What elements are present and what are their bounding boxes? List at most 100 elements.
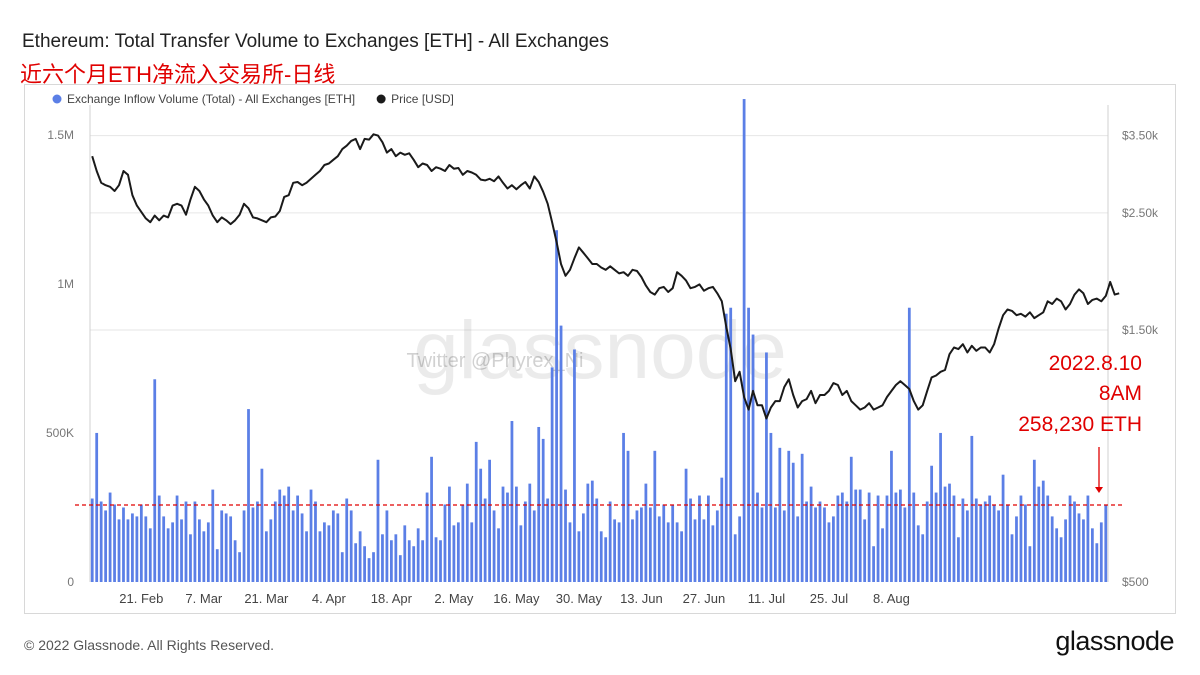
bar (108, 492, 112, 582)
bar (680, 531, 683, 582)
bar (1077, 513, 1081, 582)
bar (501, 486, 505, 582)
bar (1015, 516, 1018, 582)
bar (836, 495, 840, 582)
bar (229, 516, 233, 582)
bar (997, 510, 1000, 582)
bar (95, 432, 99, 582)
bar (564, 489, 567, 582)
bar (707, 495, 710, 582)
bar (729, 307, 733, 582)
bar (506, 492, 509, 582)
bar (805, 501, 808, 582)
bar (832, 516, 835, 582)
bar (336, 513, 340, 582)
bar (273, 501, 277, 582)
bar (1082, 519, 1085, 582)
y-left-tick-label: 1.5M (47, 128, 74, 142)
bar (983, 501, 987, 582)
bar (331, 510, 335, 582)
bar (180, 519, 183, 582)
bar (858, 489, 862, 582)
bar (233, 540, 237, 582)
x-tick-label: 16. May (493, 591, 540, 606)
bar (215, 549, 219, 582)
bar (1028, 546, 1032, 582)
bar (153, 379, 157, 582)
bar (340, 552, 344, 582)
bar (443, 504, 447, 582)
bar (1041, 480, 1045, 582)
bar (608, 501, 612, 582)
bar (251, 507, 255, 582)
bar (876, 495, 880, 582)
y-left-tick-label: 500K (46, 426, 74, 440)
x-tick-label: 13. Jun (620, 591, 663, 606)
bar (622, 432, 625, 582)
bar (586, 483, 590, 582)
bar (367, 558, 371, 582)
footer-logo: glassnode (1055, 626, 1174, 656)
bar (323, 522, 326, 583)
bar (144, 516, 148, 582)
bar (644, 483, 648, 582)
bar (653, 450, 657, 582)
bar (327, 525, 331, 582)
bar (742, 99, 746, 582)
bar (113, 504, 116, 582)
bar (720, 477, 724, 582)
bar (363, 546, 366, 582)
bar (702, 519, 706, 582)
bar (198, 519, 201, 582)
bar (497, 528, 500, 582)
bar (510, 421, 514, 582)
x-tick-label: 25. Jul (810, 591, 848, 606)
bar (845, 501, 849, 582)
x-tick-label: 7. Mar (185, 591, 223, 606)
bar (189, 534, 192, 582)
bar (939, 432, 942, 582)
bar (1055, 528, 1059, 582)
bar (90, 498, 94, 582)
bar (474, 441, 478, 582)
bar (885, 495, 889, 582)
bar (256, 501, 259, 582)
y-left-tick-label: 1M (57, 277, 74, 291)
legend-label[interactable]: Exchange Inflow Volume (Total) - All Exc… (67, 92, 355, 106)
bar (617, 522, 621, 583)
bar (715, 510, 719, 582)
price-line (91, 133, 1120, 420)
legend-label[interactable]: Price [USD] (391, 92, 454, 106)
bar (791, 462, 795, 582)
bar (635, 510, 639, 582)
bar (760, 507, 764, 582)
legend-marker (52, 94, 62, 104)
bar (840, 492, 844, 582)
bar (532, 510, 536, 582)
bar (814, 507, 817, 582)
bar (921, 534, 925, 582)
bar (599, 531, 603, 582)
bar (354, 543, 358, 582)
bar (613, 519, 617, 582)
y-right-tick-label: $500 (1122, 575, 1149, 589)
bar-series (90, 99, 1108, 583)
bar (577, 531, 581, 582)
bar (211, 489, 215, 582)
bar (126, 519, 130, 582)
bar (139, 504, 143, 582)
bar (488, 459, 491, 582)
bar (974, 498, 978, 582)
bar (425, 492, 429, 582)
x-tick-label: 8. Aug (873, 591, 910, 606)
bar (970, 435, 974, 582)
bar (1010, 534, 1014, 582)
bar (1064, 519, 1067, 582)
bar (961, 498, 965, 582)
bar (849, 456, 853, 582)
bar (461, 504, 465, 582)
x-tick-label: 18. Apr (371, 591, 413, 606)
bar (916, 525, 920, 582)
bar (528, 483, 532, 582)
bar (546, 498, 550, 582)
